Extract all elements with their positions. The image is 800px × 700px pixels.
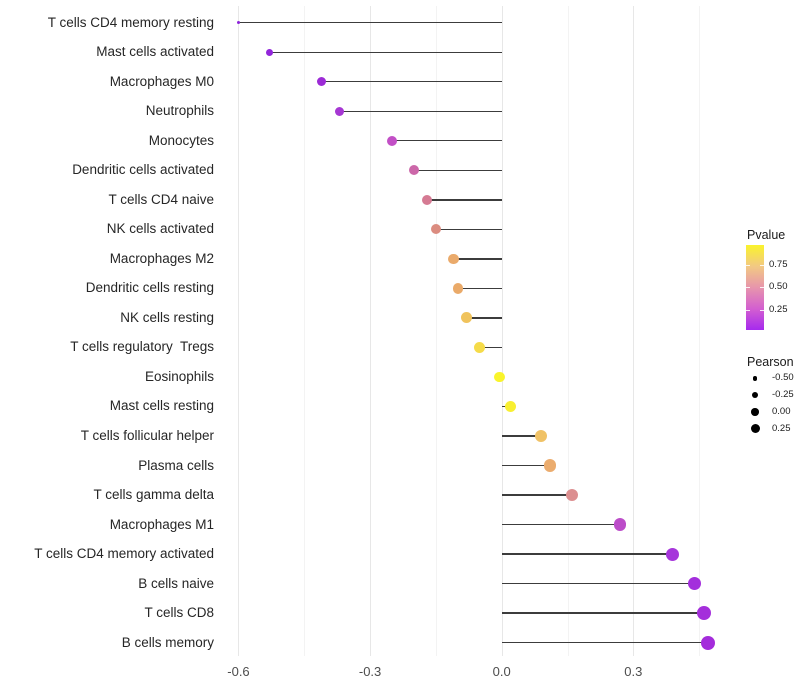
lollipop-dot	[236, 20, 241, 25]
colorbar-tick	[760, 286, 764, 288]
x-major-gridline	[370, 6, 372, 656]
lollipop-dot	[613, 518, 627, 531]
colorbar-tick	[746, 309, 750, 311]
lollipop-dot	[700, 635, 715, 650]
colorbar-tick-label: 0.25	[769, 303, 788, 315]
y-axis-category-label: Mast cells resting	[109, 398, 214, 414]
pvalue-colorbar	[746, 245, 764, 330]
size-legend-label: -0.50	[772, 372, 794, 384]
lollipop-stem	[392, 140, 502, 142]
y-axis-category-label: T cells CD8	[144, 605, 214, 621]
colorbar-tick	[760, 265, 764, 266]
lollipop-dot	[474, 341, 486, 353]
y-axis-category-label: T cells gamma delta	[93, 487, 214, 503]
lollipop-stem	[413, 169, 502, 171]
pvalue-legend-title: Pvalue	[747, 228, 786, 242]
lollipop-dot	[494, 371, 505, 383]
lollipop-dot	[265, 48, 273, 56]
y-axis-category-label: NK cells resting	[120, 309, 214, 325]
lollipop-stem	[501, 435, 542, 437]
y-axis-category-label: T cells regulatory Tregs	[70, 339, 214, 355]
pearson-legend-title: Pearson	[747, 355, 794, 369]
size-legend-dot	[752, 376, 758, 381]
x-minor-gridline	[567, 6, 569, 656]
y-axis-category-label: NK cells activated	[106, 221, 214, 237]
size-legend-dot	[751, 408, 759, 416]
lollipop-stem	[501, 553, 673, 555]
y-axis-category-label: B cells naive	[138, 575, 214, 591]
lollipop-stem	[435, 228, 502, 231]
y-axis-category-label: T cells CD4 memory resting	[47, 14, 214, 30]
lollipop-dot	[687, 576, 702, 591]
y-axis-category-label: Eosinophils	[144, 368, 214, 384]
lollipop-dot	[430, 224, 441, 235]
size-legend-dot	[751, 391, 759, 399]
lollipop-dot	[387, 135, 398, 146]
lollipop-dot	[448, 253, 459, 265]
lollipop-dot	[696, 606, 711, 621]
colorbar-tick-label: 0.50	[769, 280, 788, 292]
lollipop-stem	[427, 199, 502, 201]
lollipop-stem	[501, 464, 550, 467]
x-major-gridline	[501, 6, 503, 656]
colorbar-tick	[746, 265, 750, 266]
colorbar-tick	[760, 309, 764, 311]
y-axis-category-label: Macrophages M2	[109, 250, 214, 266]
lollipop-dot	[666, 547, 680, 561]
lollipop-stem	[466, 317, 502, 319]
y-axis-category-label: Monocytes	[148, 132, 214, 148]
lollipop-dot	[408, 165, 419, 176]
x-axis-tick-label: -0.6	[227, 664, 250, 679]
lollipop-stem	[339, 110, 502, 112]
y-axis-category-label: T cells CD4 memory activated	[34, 546, 214, 562]
lollipop-dot	[543, 459, 557, 472]
lollipop-dot	[422, 194, 433, 205]
y-axis-category-label: B cells memory	[121, 634, 214, 650]
size-legend-label: 0.00	[772, 405, 791, 417]
colorbar-tick	[746, 286, 750, 288]
y-axis-category-label: T cells follicular helper	[80, 427, 214, 443]
x-minor-gridline	[304, 6, 306, 656]
lollipop-stem	[501, 523, 621, 526]
x-axis-tick-label: 0.0	[492, 664, 511, 679]
colorbar-tick-label: 0.75	[769, 259, 788, 270]
lollipop-dot	[565, 488, 579, 502]
size-legend-dot	[750, 424, 760, 434]
y-axis-category-label: Dendritic cells activated	[72, 162, 214, 178]
lollipop-stem	[321, 81, 502, 83]
y-axis-category-label: Neutrophils	[145, 103, 214, 119]
lollipop-dot	[535, 429, 548, 442]
lollipop-stem	[479, 346, 502, 349]
lollipop-dot	[334, 106, 345, 116]
lollipop-stem	[238, 22, 502, 24]
y-axis-category-label: Dendritic cells resting	[85, 280, 214, 296]
lollipop-dot	[317, 77, 327, 87]
lollipop-stem	[501, 612, 704, 614]
x-major-gridline	[633, 6, 635, 656]
lollipop-dot	[461, 312, 473, 324]
x-axis-tick-label: -0.3	[358, 664, 382, 679]
lollipop-dot	[504, 400, 517, 413]
lollipop-stem	[453, 258, 502, 260]
y-axis-category-label: Macrophages M1	[109, 516, 214, 532]
x-minor-gridline	[435, 6, 437, 656]
lollipop-stem	[501, 641, 708, 644]
y-axis-category-label: Plasma cells	[138, 457, 214, 473]
lollipop-stem	[269, 51, 502, 53]
y-axis-category-label: Mast cells activated	[96, 44, 214, 60]
size-legend-label: 0.25	[772, 422, 791, 434]
x-major-gridline	[238, 6, 240, 656]
lollipop-stem	[501, 582, 695, 585]
x-axis-tick-label: 0.3	[624, 664, 643, 679]
y-axis-category-label: T cells CD4 naive	[108, 191, 214, 207]
x-minor-gridline	[699, 6, 701, 656]
lollipop-stem	[501, 494, 572, 496]
size-legend-label: -0.25	[772, 389, 794, 401]
lollipop-dot	[452, 283, 464, 294]
lollipop-stem	[457, 287, 502, 290]
y-axis-category-label: Macrophages M0	[109, 73, 214, 89]
